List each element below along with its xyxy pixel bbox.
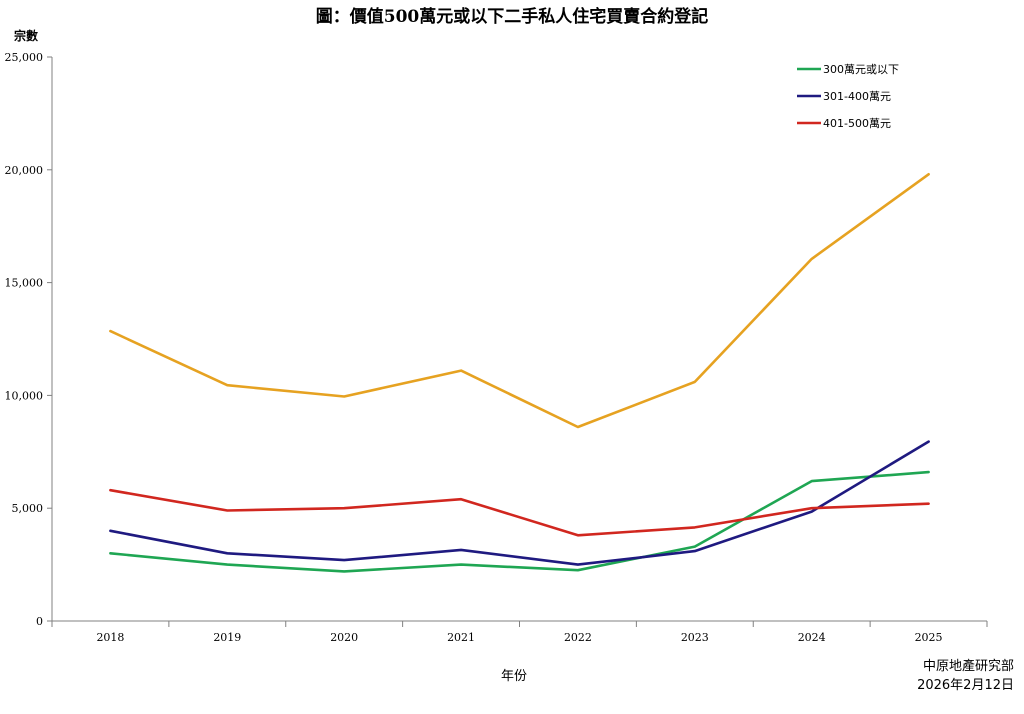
series-line-3	[109, 488, 930, 537]
chart-title: 圖：價值500萬元或以下二手私人住宅買賣合約登記	[316, 6, 709, 27]
y-tick-label: 5,000	[12, 502, 44, 515]
x-tick-label: 2024	[798, 631, 826, 644]
legend: 300萬元或以下 301-400萬元 401-500萬元	[797, 63, 899, 130]
x-tick-label: 2023	[681, 631, 709, 644]
y-tick-label: 15,000	[5, 277, 44, 290]
x-ticks: 2018 2019 2020 2021 2022 2023 2024 2025	[51, 621, 988, 644]
legend-label-3: 401-500萬元	[823, 117, 891, 130]
x-tick-label: 2019	[213, 631, 241, 644]
series-line-1	[109, 470, 930, 573]
x-tick-label: 2018	[96, 631, 124, 644]
legend-label-1: 300萬元或以下	[823, 63, 899, 76]
y-axis-label: 宗數	[14, 28, 38, 43]
x-tick-label: 2025	[915, 631, 943, 644]
axes	[51, 57, 987, 622]
source-org: 中原地產研究部	[923, 658, 1014, 674]
x-axis-label: 年份	[501, 669, 527, 684]
y-tick-label: 0	[36, 615, 43, 628]
legend-label-2: 301-400萬元	[823, 90, 891, 103]
source-date: 2026年2月12日	[917, 678, 1014, 693]
x-tick-label: 2022	[564, 631, 592, 644]
series-line-0	[109, 173, 930, 429]
x-tick-label: 2020	[330, 631, 358, 644]
series-line-2	[109, 440, 930, 566]
y-tick-label: 20,000	[5, 164, 44, 177]
x-tick-label: 2021	[447, 631, 475, 644]
series-lines	[109, 173, 930, 573]
y-tick-label: 25,000	[5, 51, 44, 64]
y-ticks: 0 5,000 10,000 15,000 20,000 25,000	[5, 51, 52, 628]
y-tick-label: 10,000	[5, 389, 44, 402]
